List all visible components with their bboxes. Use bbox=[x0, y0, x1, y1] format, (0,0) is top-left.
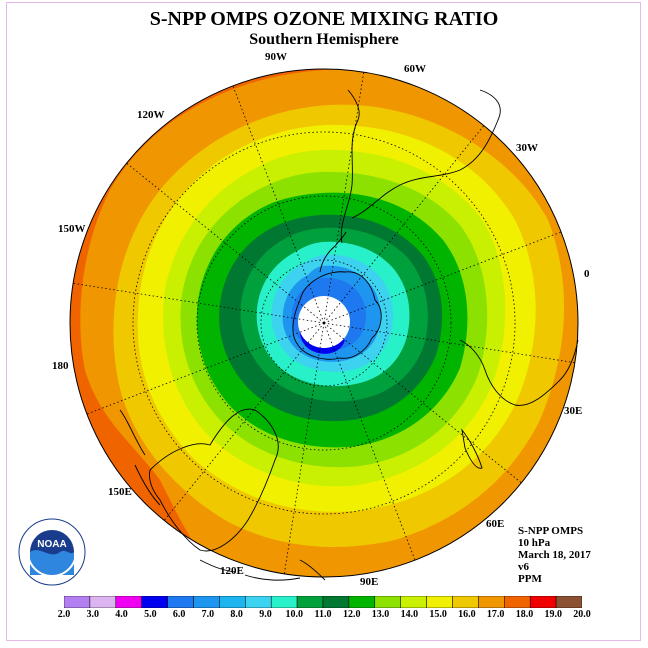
map-rim bbox=[69, 68, 579, 578]
colorbar-tick-label: 18.0 bbox=[515, 609, 534, 620]
colorbar-tick-label: 15.0 bbox=[429, 609, 447, 620]
colorbar-swatch bbox=[426, 596, 453, 608]
colorbar-tick-label: 19.0 bbox=[544, 609, 562, 620]
info-date: March 18, 2017 bbox=[518, 549, 591, 561]
colorbar-tick-label: 3.0 bbox=[86, 609, 100, 620]
colorbar-tick-label: 5.0 bbox=[144, 609, 157, 620]
colorbar-tick-label: 4.0 bbox=[115, 609, 128, 620]
lon-150w: 150W bbox=[58, 223, 86, 235]
south-america-coast bbox=[340, 89, 501, 244]
lon-150e: 150E bbox=[108, 486, 132, 498]
info-instrument: S-NPP OMPS bbox=[518, 525, 584, 537]
colorbar-swatch bbox=[555, 596, 582, 608]
colorbar-swatch bbox=[141, 596, 168, 608]
lon-0: 0 bbox=[584, 268, 590, 280]
colorbar-swatch bbox=[270, 596, 298, 608]
colorbar-swatch bbox=[219, 596, 246, 608]
colorbar-tick-label: 16.0 bbox=[458, 609, 476, 620]
colorbar-swatch bbox=[167, 596, 194, 608]
colorbar-swatch bbox=[400, 596, 427, 608]
colorbar-swatch bbox=[504, 596, 531, 608]
lon-90e: 90E bbox=[360, 576, 379, 588]
colorbar-tick-label: 9.0 bbox=[259, 609, 272, 620]
colorbar bbox=[64, 596, 582, 608]
colorbar-tick-label: 12.0 bbox=[343, 609, 361, 620]
colorbar-tick-label: 17.0 bbox=[486, 609, 505, 620]
info-version: v6 bbox=[518, 561, 529, 573]
ozone-field bbox=[70, 69, 578, 577]
lon-60w: 60W bbox=[404, 63, 426, 75]
colorbar-swatch bbox=[452, 596, 479, 608]
colorbar-tick-label: 7.0 bbox=[201, 609, 215, 620]
map-subtitle: Southern Hemisphere bbox=[249, 31, 399, 48]
colorbar-swatch bbox=[115, 596, 142, 608]
colorbar-swatch bbox=[193, 596, 220, 608]
map-title: S-NPP OMPS OZONE MIXING RATIO bbox=[149, 8, 499, 30]
colorbar-swatch bbox=[478, 596, 505, 608]
colorbar-tick-label: 13.0 bbox=[371, 609, 390, 620]
colorbar-tick-label: 14.0 bbox=[400, 609, 419, 620]
lon-180: 180 bbox=[52, 360, 69, 372]
colorbar-tick-label: 8.0 bbox=[230, 609, 243, 620]
lon-120w: 120W bbox=[137, 109, 165, 121]
australia-coast bbox=[149, 408, 279, 552]
noaa-logo: NOAA bbox=[18, 518, 86, 586]
colorbar-swatch bbox=[529, 596, 557, 608]
meridian-lines bbox=[69, 68, 579, 578]
colorbar-swatch bbox=[374, 596, 401, 608]
indonesia-coast bbox=[199, 559, 326, 581]
lon-30e: 30E bbox=[564, 405, 583, 417]
info-units: PPM bbox=[518, 573, 542, 585]
new-zealand-coast bbox=[119, 409, 161, 506]
madagascar-coast bbox=[461, 428, 483, 469]
lon-120e: 120E bbox=[220, 565, 244, 577]
colorbar-tick-label: 20.0 bbox=[573, 609, 591, 620]
coastlines bbox=[119, 89, 579, 581]
colorbar-swatch bbox=[348, 596, 376, 608]
lon-60e: 60E bbox=[486, 518, 505, 530]
colorbar-swatch bbox=[322, 596, 350, 608]
colorbar-swatch bbox=[245, 596, 272, 608]
figure-border bbox=[6, 2, 641, 641]
lon-30w: 30W bbox=[516, 142, 538, 154]
colorbar-tick-label: 2.0 bbox=[57, 609, 71, 620]
colorbar-swatch bbox=[64, 596, 91, 608]
lon-90w: 90W bbox=[265, 51, 287, 63]
colorbar-tick-label: 10.0 bbox=[285, 609, 303, 620]
antarctic-peninsula bbox=[319, 231, 347, 273]
colorbar-tick-label: 11.0 bbox=[314, 609, 332, 620]
colorbar-swatch bbox=[296, 596, 324, 608]
africa-coast bbox=[459, 339, 579, 406]
product-info: S-NPP OMPS 10 hPa March 18, 2017 v6 PPM bbox=[518, 525, 591, 585]
colorbar-tick-label: 6.0 bbox=[172, 609, 186, 620]
antarctica-coast bbox=[292, 271, 382, 360]
colorbar-swatch bbox=[89, 596, 117, 608]
info-level: 10 hPa bbox=[518, 537, 551, 549]
noaa-logo-text: NOAA bbox=[37, 539, 66, 550]
